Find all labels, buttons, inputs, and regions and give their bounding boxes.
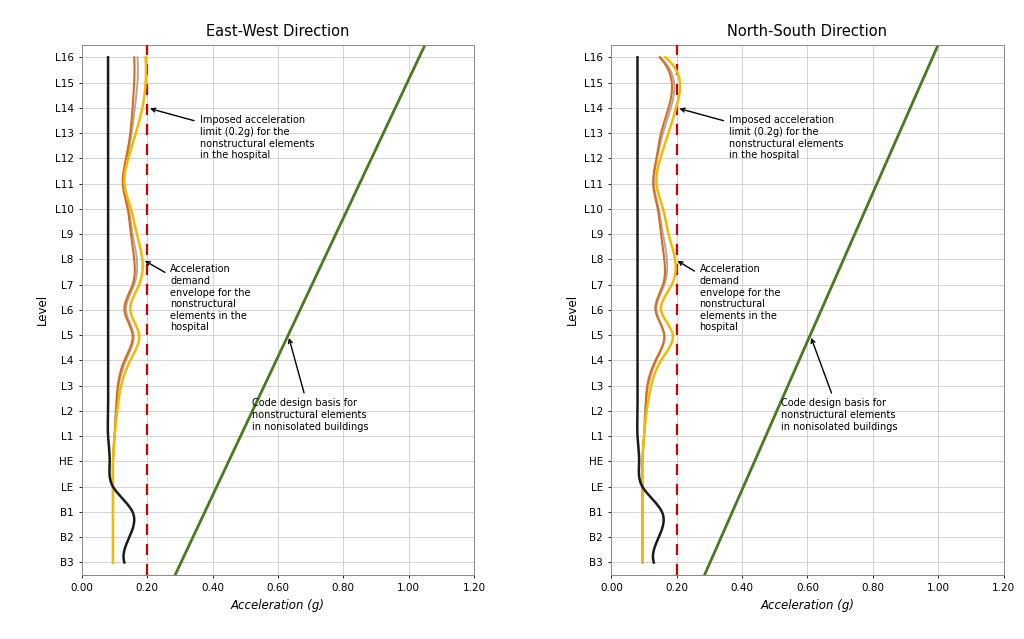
Text: Acceleration
demand
envelope for the
nonstructural
elements in the
hospital: Acceleration demand envelope for the non… [146,261,251,332]
Y-axis label: Level: Level [36,295,49,325]
X-axis label: Acceleration (g): Acceleration (g) [231,599,325,612]
Text: Imposed acceleration
limit (0.2g) for the
nonstructural elements
in the hospital: Imposed acceleration limit (0.2g) for th… [152,108,314,160]
Title: East-West Direction: East-West Direction [206,24,349,40]
Y-axis label: Level: Level [565,295,579,325]
Title: North-South Direction: North-South Direction [727,24,888,40]
Text: Acceleration
demand
envelope for the
nonstructural
elements in the
hospital: Acceleration demand envelope for the non… [679,261,780,332]
Text: Code design basis for
nonstructural elements
in nonisolated buildings: Code design basis for nonstructural elem… [781,339,898,431]
Text: Imposed acceleration
limit (0.2g) for the
nonstructural elements
in the hospital: Imposed acceleration limit (0.2g) for th… [681,108,844,160]
Text: Code design basis for
nonstructural elements
in nonisolated buildings: Code design basis for nonstructural elem… [252,339,369,431]
X-axis label: Acceleration (g): Acceleration (g) [761,599,854,612]
